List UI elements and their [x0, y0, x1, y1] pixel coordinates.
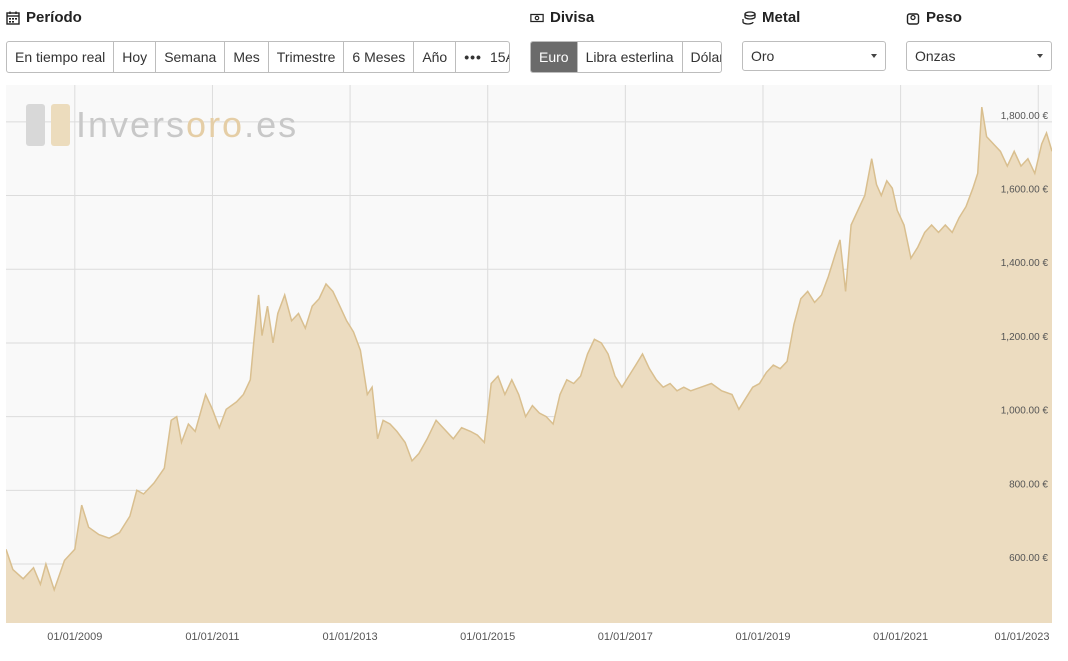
periodo-today-button[interactable]: Hoy	[114, 42, 157, 72]
x-tick-label: 01/01/2019	[735, 631, 791, 643]
price-chart[interactable]: 600.00 € 800.00 € 1,000.00 € 1,200.00 € 1,40…	[6, 85, 1052, 623]
x-tick-label: 01/01/2015	[460, 631, 516, 643]
logo-bar-gold-icon	[51, 104, 70, 146]
x-tick-label: 01/01/2009	[47, 631, 103, 643]
inversoro-watermark-logo: Invers oro .es	[26, 104, 298, 146]
money-icon	[530, 13, 544, 22]
x-tick-label: 01/01/2017	[597, 631, 653, 643]
peso-label: Peso	[926, 9, 962, 26]
currency-pound-button[interactable]: Libra esterlina	[578, 42, 683, 72]
y-tick-label: 1,800.00 €	[1001, 111, 1049, 122]
peso-select[interactable]: Onzas	[906, 41, 1052, 71]
peso-title: Peso	[906, 9, 962, 26]
periodo-more-dropdown[interactable]: ••• 15A	[456, 42, 509, 72]
periodo-title: Período	[6, 9, 82, 26]
y-tick-label: 800.00 €	[1009, 479, 1048, 490]
periodo-month-button[interactable]: Mes	[225, 42, 269, 72]
chevron-down-icon	[1037, 54, 1043, 58]
peso-selected-value: Onzas	[915, 48, 956, 64]
more-dots-icon: •••	[464, 49, 482, 65]
calendar-icon	[6, 11, 20, 25]
divisa-title: Divisa	[530, 9, 594, 26]
y-tick-label: 1,200.00 €	[1001, 332, 1049, 343]
metal-selected-value: Oro	[751, 48, 775, 64]
chevron-down-icon	[871, 54, 877, 58]
watermark-text-3: .es	[244, 104, 299, 145]
y-tick-label: 600.00 €	[1009, 553, 1048, 564]
price-chart-svg: 600.00 € 800.00 € 1,000.00 € 1,200.00 € 1,40…	[6, 85, 1052, 623]
periodo-label: Período	[26, 9, 82, 26]
periodo-realtime-button[interactable]: En tiempo real	[7, 42, 115, 72]
periodo-quarter-button[interactable]: Trimestre	[269, 42, 345, 72]
watermark-text-1: Invers	[76, 104, 187, 145]
y-tick-label: 1,600.00 €	[1001, 185, 1049, 196]
x-tick-label: 01/01/2023	[994, 631, 1050, 643]
metal-select[interactable]: Oro	[742, 41, 886, 71]
price-line	[6, 106, 1052, 593]
divisa-button-group: Euro Libra esterlina Dólar	[530, 41, 722, 73]
x-tick-label: 01/01/2013	[322, 631, 378, 643]
periodo-week-button[interactable]: Semana	[156, 42, 226, 72]
periodo-more-label: 15A	[489, 49, 509, 65]
currency-euro-button[interactable]: Euro	[531, 42, 578, 72]
price-area	[6, 107, 1052, 623]
metal-label: Metal	[762, 9, 801, 26]
metal-title: Metal	[742, 9, 800, 26]
periodo-6months-button[interactable]: 6 Meses	[344, 42, 415, 72]
y-tick-label: 1,400.00 €	[1001, 258, 1049, 269]
logo-bar-silver-icon	[26, 104, 45, 146]
coins-icon	[742, 10, 756, 25]
divisa-label: Divisa	[550, 9, 595, 26]
watermark-text-2: oro	[186, 104, 245, 145]
x-tick-label: 01/01/2021	[873, 631, 929, 643]
x-tick-label: 01/01/2011	[185, 631, 240, 643]
y-tick-label: 1,000.00 €	[1001, 406, 1049, 417]
weight-icon	[906, 12, 920, 25]
periodo-button-group: En tiempo real Hoy Semana Mes Trimestre …	[6, 41, 510, 73]
currency-dollar-button[interactable]: Dólar	[690, 49, 722, 65]
periodo-year-button[interactable]: Año	[414, 42, 457, 72]
